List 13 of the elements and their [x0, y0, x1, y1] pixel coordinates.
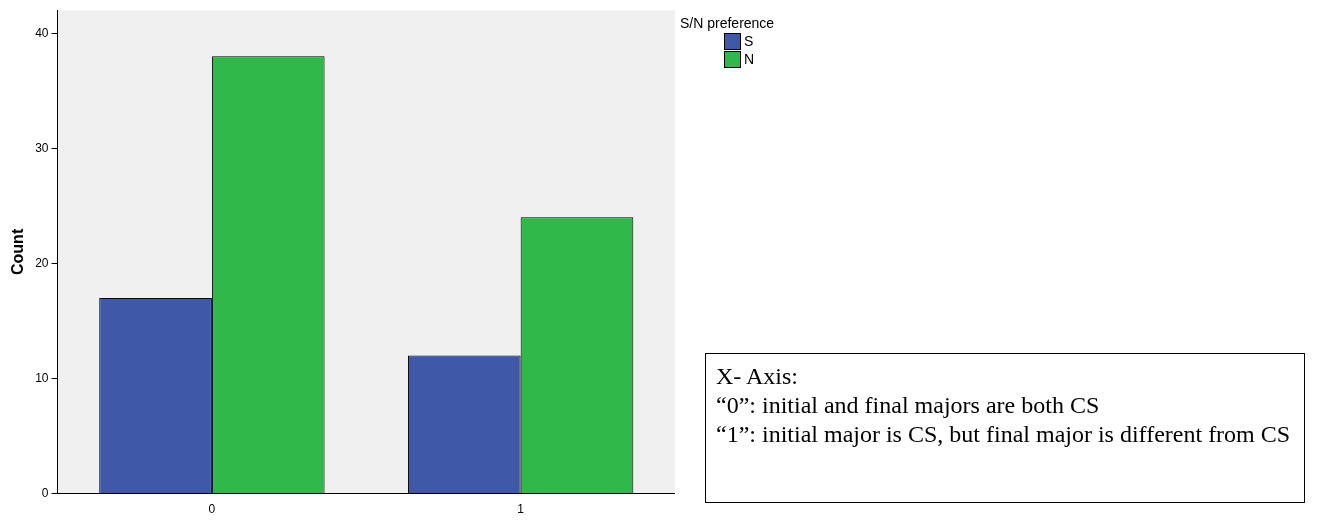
text: “0”: initial and final majors are both CS	[716, 391, 1101, 420]
legend-label: N	[744, 50, 755, 68]
y-tick-label: 10	[35, 370, 49, 385]
y-tick-label: 0	[41, 485, 49, 500]
y-axis-title: Count	[9, 228, 27, 275]
y-tick-label: 30	[35, 140, 49, 155]
x-tick-label: 1	[517, 502, 525, 517]
text: “1”: initial major is CS, but final major is different from CS	[716, 420, 1292, 449]
legend-title: S/N preference	[680, 14, 775, 32]
legend-label: S	[744, 32, 754, 50]
y-tick-label: 20	[35, 255, 49, 270]
y-tick-label: 40	[35, 25, 49, 40]
text: X- Axis:	[716, 362, 799, 391]
